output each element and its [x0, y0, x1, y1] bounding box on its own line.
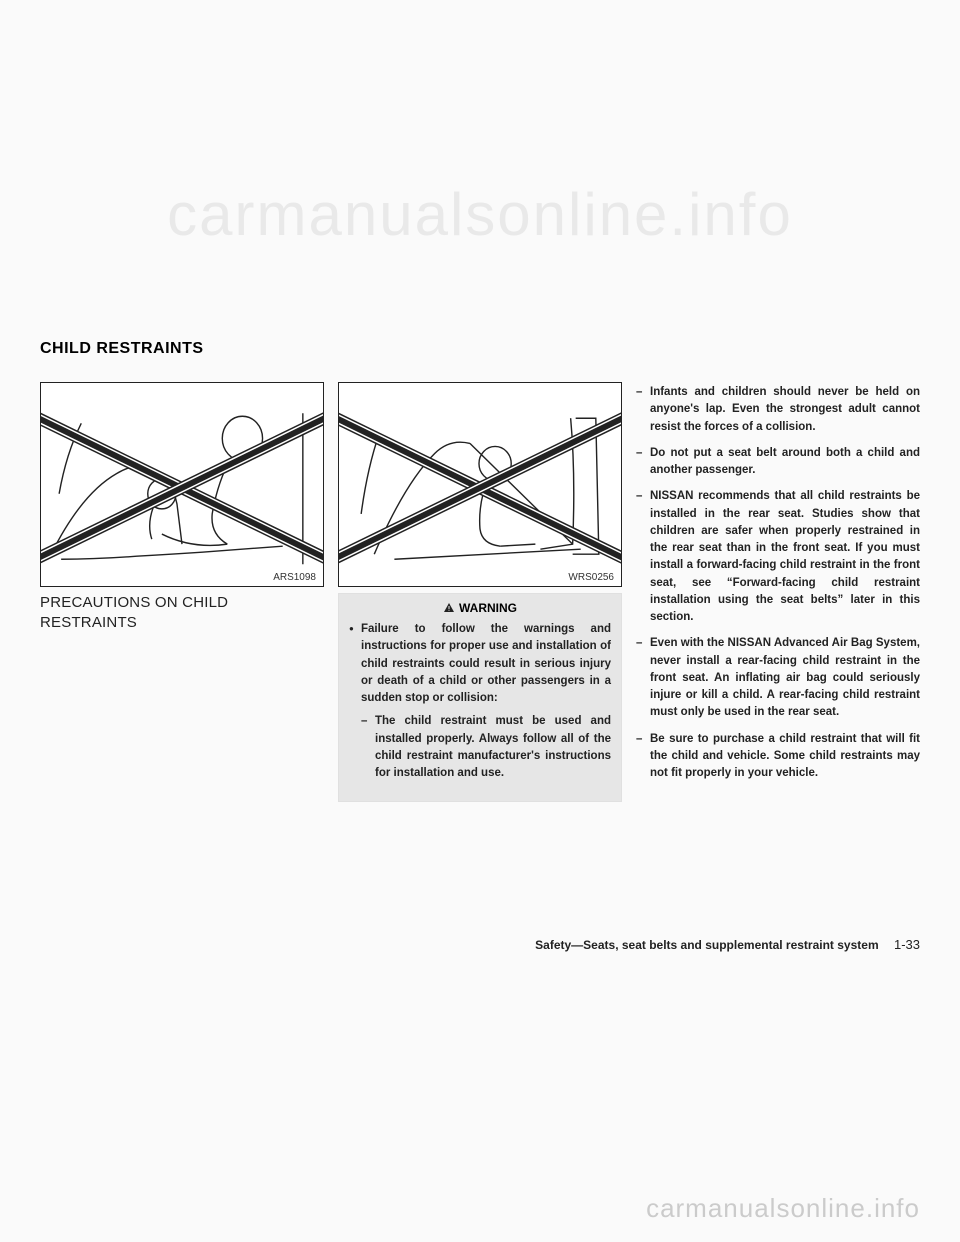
- footer-section: Safety—Seats, seat belts and supplementa…: [535, 938, 878, 952]
- warning-sub-bullet: The child restraint must be used and ins…: [361, 713, 611, 782]
- section-title: CHILD RESTRAINTS: [40, 340, 920, 358]
- column-1: ARS1098 PRECAUTIONS ON CHILD RESTRAINTS: [40, 382, 324, 802]
- warning-bullet: Failure to follow the warnings and instr…: [349, 621, 611, 782]
- warning-heading: WARNING: [349, 601, 611, 615]
- subsection-title-line: PRECAUTIONS ON CHILD: [40, 594, 228, 611]
- warning-sub-bullets-continued: Infants and children should never be hel…: [636, 384, 920, 782]
- column-3: Infants and children should never be hel…: [636, 382, 920, 802]
- warning-sub-bullet: Do not put a seat belt around both a chi…: [636, 445, 920, 480]
- subsection-title-line: RESTRAINTS: [40, 614, 137, 631]
- warning-bullet-text: Failure to follow the warnings and instr…: [361, 623, 611, 704]
- figure-code: ARS1098: [272, 572, 317, 583]
- warning-sub-bullet: Even with the NISSAN Advanced Air Bag Sy…: [636, 635, 920, 721]
- manual-page: carmanualsonline.info CHILD RESTRAINTS: [0, 0, 960, 1242]
- warning-sub-bullet: Infants and children should never be hel…: [636, 384, 920, 436]
- warning-sub-bullet: NISSAN recommends that all child restrai…: [636, 488, 920, 626]
- footer-page-number: 1-33: [894, 937, 920, 952]
- warning-sub-bullet: Be sure to purchase a child restraint th…: [636, 731, 920, 783]
- page-footer: Safety—Seats, seat belts and supplementa…: [535, 937, 920, 952]
- content-columns: ARS1098 PRECAUTIONS ON CHILD RESTRAINTS: [40, 382, 920, 802]
- figure-code: WRS0256: [567, 572, 615, 583]
- figure-unsafe-front-seat-child: WRS0256: [338, 382, 622, 587]
- watermark-bottom: carmanualsonline.info: [646, 1193, 920, 1224]
- subsection-title: PRECAUTIONS ON CHILD RESTRAINTS: [40, 593, 324, 634]
- warning-bullets: Failure to follow the warnings and instr…: [349, 621, 611, 782]
- watermark-top: carmanualsonline.info: [167, 180, 793, 249]
- warning-box: WARNING Failure to follow the warnings a…: [338, 593, 622, 802]
- figure-unsafe-lap-child: ARS1098: [40, 382, 324, 587]
- warning-label: WARNING: [459, 601, 517, 615]
- warning-triangle-icon: [443, 602, 455, 614]
- column-2: WRS0256 WARNING Failure to follow the wa…: [338, 382, 622, 802]
- warning-sub-bullets: The child restraint must be used and ins…: [361, 713, 611, 782]
